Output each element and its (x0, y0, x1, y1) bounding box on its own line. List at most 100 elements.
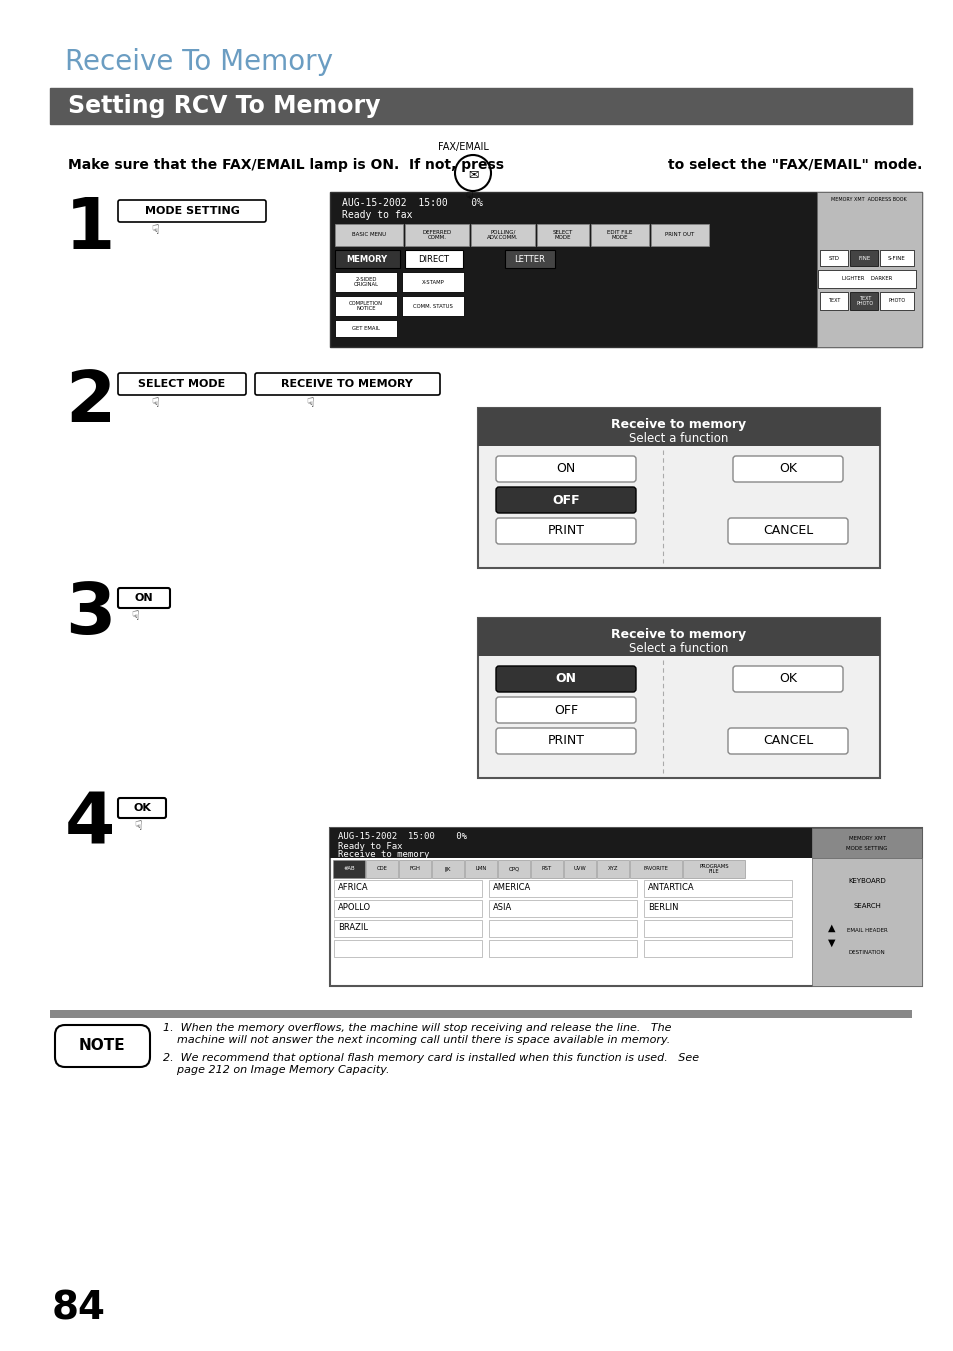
FancyBboxPatch shape (50, 1011, 911, 1019)
FancyBboxPatch shape (471, 224, 535, 246)
Text: ON: ON (134, 593, 153, 603)
FancyBboxPatch shape (629, 861, 681, 878)
Text: DEFERRED
COMM.: DEFERRED COMM. (422, 230, 451, 240)
Text: MEMORY: MEMORY (346, 254, 387, 263)
Text: OK: OK (132, 802, 151, 813)
FancyBboxPatch shape (811, 858, 921, 986)
Text: APOLLO: APOLLO (337, 904, 371, 912)
FancyBboxPatch shape (118, 373, 246, 394)
Text: LIGHTER    DARKER: LIGHTER DARKER (841, 277, 891, 281)
FancyBboxPatch shape (334, 920, 481, 938)
Text: KEYBOARD: KEYBOARD (847, 878, 885, 884)
Text: BRAZIL: BRAZIL (337, 924, 368, 932)
FancyBboxPatch shape (489, 920, 637, 938)
Text: POLLING/
ADV.COMM.: POLLING/ ADV.COMM. (487, 230, 518, 240)
Text: MEMORY XMT  ADDRESS BOOK: MEMORY XMT ADDRESS BOOK (830, 197, 906, 203)
Text: FAVORITE: FAVORITE (643, 866, 668, 871)
Text: PRINT OUT: PRINT OUT (664, 232, 694, 238)
FancyBboxPatch shape (401, 272, 463, 292)
FancyBboxPatch shape (820, 292, 847, 309)
FancyBboxPatch shape (504, 250, 555, 267)
Text: OK: OK (779, 462, 796, 476)
Text: DESTINATION: DESTINATION (848, 950, 884, 955)
Text: IJK: IJK (444, 866, 451, 871)
Text: COMM. STATUS: COMM. STATUS (413, 304, 453, 308)
FancyBboxPatch shape (477, 617, 879, 657)
FancyBboxPatch shape (489, 900, 637, 917)
Text: to select the "FAX/EMAIL" mode.: to select the "FAX/EMAIL" mode. (667, 158, 922, 172)
Text: X-STAMP: X-STAMP (421, 280, 444, 285)
Text: PHOTO: PHOTO (887, 299, 904, 304)
Text: RECEIVE TO MEMORY: RECEIVE TO MEMORY (281, 380, 413, 389)
Text: OPQ: OPQ (508, 866, 519, 871)
FancyBboxPatch shape (118, 200, 266, 222)
FancyBboxPatch shape (496, 666, 636, 692)
Text: 1.  When the memory overflows, the machine will stop receiving and release the l: 1. When the memory overflows, the machin… (163, 1023, 671, 1044)
FancyBboxPatch shape (477, 408, 879, 446)
Text: UVW: UVW (573, 866, 586, 871)
Text: PROGRAMS
FILE: PROGRAMS FILE (699, 863, 728, 874)
FancyBboxPatch shape (811, 828, 921, 858)
FancyBboxPatch shape (477, 408, 879, 567)
FancyBboxPatch shape (732, 666, 842, 692)
Text: MEMORY XMT: MEMORY XMT (847, 836, 884, 842)
FancyBboxPatch shape (563, 861, 596, 878)
Text: OK: OK (779, 673, 796, 685)
Text: #AB: #AB (343, 866, 355, 871)
Text: 2.  We recommend that optional flash memory card is installed when this function: 2. We recommend that optional flash memo… (163, 1052, 699, 1074)
FancyBboxPatch shape (489, 940, 637, 957)
FancyBboxPatch shape (55, 1025, 150, 1067)
Text: ✉: ✉ (467, 168, 477, 181)
Text: FINE: FINE (858, 255, 870, 261)
FancyBboxPatch shape (879, 292, 913, 309)
FancyBboxPatch shape (401, 296, 463, 316)
FancyBboxPatch shape (816, 192, 921, 347)
Text: ▲: ▲ (827, 923, 835, 934)
FancyBboxPatch shape (333, 861, 365, 878)
Text: Select a function: Select a function (629, 642, 728, 655)
FancyBboxPatch shape (254, 373, 439, 394)
Text: Receive to memory: Receive to memory (611, 417, 746, 431)
FancyBboxPatch shape (330, 192, 921, 347)
Text: AMERICA: AMERICA (493, 884, 531, 893)
Text: DIRECT: DIRECT (418, 254, 449, 263)
Text: XYZ: XYZ (607, 866, 618, 871)
FancyBboxPatch shape (820, 250, 847, 266)
Text: PRINT: PRINT (547, 524, 584, 538)
FancyBboxPatch shape (405, 250, 462, 267)
Text: TEXT: TEXT (827, 299, 840, 304)
Text: ☟: ☟ (151, 224, 158, 236)
Text: PRINT: PRINT (547, 735, 584, 747)
Text: Receive to memory: Receive to memory (337, 850, 429, 859)
FancyBboxPatch shape (590, 224, 648, 246)
Text: BASIC MENU: BASIC MENU (352, 232, 386, 238)
FancyBboxPatch shape (643, 900, 791, 917)
Text: MODE SETTING: MODE SETTING (145, 205, 239, 216)
FancyBboxPatch shape (489, 880, 637, 897)
FancyBboxPatch shape (496, 486, 636, 513)
FancyBboxPatch shape (496, 457, 636, 482)
FancyBboxPatch shape (682, 861, 744, 878)
FancyBboxPatch shape (334, 880, 481, 897)
Text: LETTER: LETTER (514, 254, 545, 263)
FancyBboxPatch shape (496, 728, 636, 754)
FancyBboxPatch shape (50, 88, 911, 124)
Text: S-FINE: S-FINE (887, 255, 905, 261)
FancyBboxPatch shape (464, 861, 497, 878)
Text: GET EMAIL: GET EMAIL (352, 326, 379, 331)
Text: FGH: FGH (409, 866, 420, 871)
Text: AUG-15-2002  15:00    0%: AUG-15-2002 15:00 0% (341, 199, 482, 208)
Text: ON: ON (555, 673, 576, 685)
Text: ☟: ☟ (132, 611, 139, 623)
Text: CANCEL: CANCEL (762, 735, 812, 747)
FancyBboxPatch shape (849, 292, 877, 309)
FancyBboxPatch shape (335, 224, 402, 246)
FancyBboxPatch shape (335, 250, 399, 267)
FancyBboxPatch shape (597, 861, 628, 878)
FancyBboxPatch shape (366, 861, 397, 878)
Text: Ready to fax: Ready to fax (341, 209, 412, 220)
FancyBboxPatch shape (334, 940, 481, 957)
Text: SEARCH: SEARCH (852, 902, 880, 909)
Text: 84: 84 (52, 1290, 106, 1328)
FancyBboxPatch shape (727, 728, 847, 754)
